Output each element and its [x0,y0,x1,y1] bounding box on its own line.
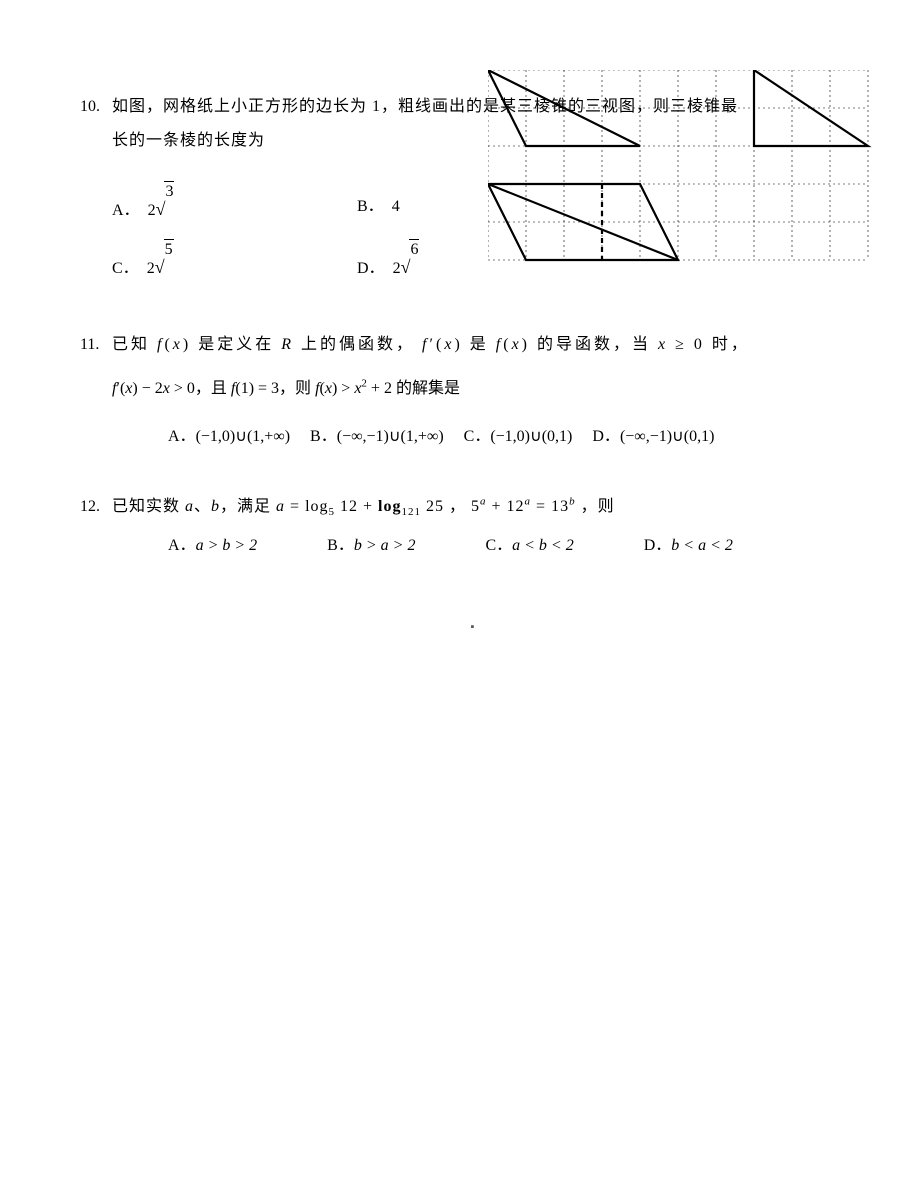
opt-a-value: 2√3 [148,181,175,239]
q11-ob-l: B． [310,416,337,458]
q11-text-1: 已知 f(x) 是定义在 R 上的偶函数， f′(x) 是 f(x) 的导函数，… [112,328,865,362]
q11-line1: 11. 已知 f(x) 是定义在 R 上的偶函数， f′(x) 是 f(x) 的… [80,328,865,362]
q12-t1a: 已知实数 [112,498,180,515]
opt-c-value: 2√5 [147,239,174,297]
opt-b-value: 4 [392,181,400,232]
q12-opt-c: C．a < b < 2 [485,524,573,569]
question-11: 11. 已知 f(x) 是定义在 R 上的偶函数， f′(x) 是 f(x) 的… [80,328,865,458]
q11-opt-a: A．(−1,0)∪(1,+∞) [168,416,290,458]
q10-opt-a: A． 2√3 [112,181,357,239]
q11-body: f′(x) − 2x > 0，且 f(1) = 3，则 f(x) > x2 + … [80,370,865,408]
q11-opt-d: D．(−∞,−1)∪(0,1) [592,416,714,458]
q11-oa-l: A． [168,416,196,458]
q12-od-v: b < a < 2 [671,524,733,569]
q12-oa-l: A． [168,524,196,569]
q11-number: 11. [80,328,112,362]
q12-t1e: ，则 [581,498,615,515]
q10-number: 10. [80,90,112,124]
question-12: 12. 已知实数 a、b，满足 a = log5 12 + log121 25 … [80,490,865,569]
opt-a-rad: 3 [164,181,174,201]
opt-d-rad: 6 [409,239,419,259]
q12-text-1: 已知实数 a、b，满足 a = log5 12 + log121 25 ， 5a… [112,490,865,524]
q12-opt-d: D．b < a < 2 [644,524,733,569]
q11-ob-v: (−∞,−1)∪(1,+∞) [337,416,444,458]
q12-opt-b: B．b > a > 2 [327,524,415,569]
q12-oc-l: C． [485,524,512,569]
q11-oc-v: (−1,0)∪(0,1) [490,416,572,458]
q11-t1c: 上的偶函数， [301,336,415,353]
question-10: 10. 如图，网格纸上小正方形的边长为 1，粗线画出的是某三棱锥的三视图，则三棱… [80,90,865,296]
q11-t1a: 已知 [112,336,150,353]
q11-t1b: 是定义在 [198,336,274,353]
q11-oa-v: (−1,0)∪(1,+∞) [196,416,290,458]
q11-t1f: 时， [712,336,750,353]
opt-d-label: D． [357,243,385,294]
q11-bb: ，则 [279,380,311,397]
q12-oa-v: a > b > 2 [196,524,258,569]
q12-ob-l: B． [327,524,354,569]
q12-t1d: ， [449,498,466,515]
q12-opt-a: A．a > b > 2 [168,524,257,569]
q12-od-l: D． [644,524,672,569]
three-view-figure [488,70,878,270]
q12-ob-v: b > a > 2 [354,524,416,569]
opt-d-value: 2√6 [393,239,420,297]
page-marker: ▪ [80,621,865,633]
opt-a-coef: 2 [148,202,156,219]
q11-t1d: 是 [470,336,489,353]
q12-t1c: ，满足 [220,498,271,515]
q12-options: A．a > b > 2 B．b > a > 2 C．a < b < 2 D．b … [80,524,865,569]
q10-opt-c: C． 2√5 [112,239,357,297]
q12-oc-v: a < b < 2 [512,524,574,569]
q12-line1: 12. 已知实数 a、b，满足 a = log5 12 + log121 25 … [80,490,865,524]
opt-b-label: B． [357,181,384,232]
q11-opt-c: C．(−1,0)∪(0,1) [464,416,573,458]
q11-oc-l: C． [464,416,491,458]
q11-ba: ，且 [195,380,227,397]
q10-opt-d: D． 2√6 [357,239,419,297]
q10-opt-b: B． 4 [357,181,400,239]
q12-number: 12. [80,490,112,524]
opt-c-label: C． [112,243,139,294]
q11-opt-b: B．(−∞,−1)∪(1,+∞) [310,416,444,458]
opt-a-label: A． [112,185,140,236]
q11-od-v: (−∞,−1)∪(0,1) [620,416,714,458]
opt-c-coef: 2 [147,260,155,277]
q11-t1e: 的导函数，当 [537,336,651,353]
q11-options: A．(−1,0)∪(1,+∞) B．(−∞,−1)∪(1,+∞) C．(−1,0… [80,416,865,458]
q11-bc: 的解集是 [396,380,460,397]
q11-od-l: D． [592,416,620,458]
opt-c-rad: 5 [164,239,174,259]
q12-t1b: 、 [194,498,211,515]
opt-d-coef: 2 [393,260,401,277]
